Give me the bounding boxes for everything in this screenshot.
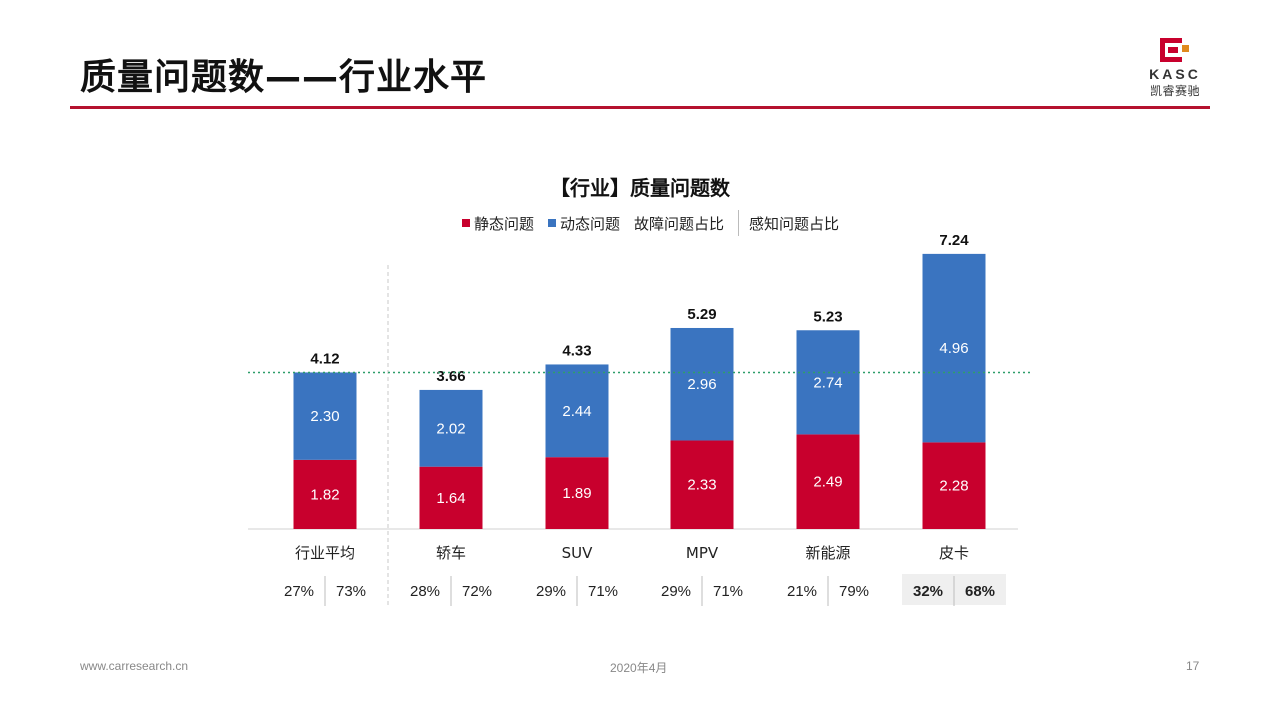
label-dynamic-1: 2.02 [436,420,465,437]
label-static-3: 2.33 [687,477,716,494]
perception-share-4: 79% [839,583,869,600]
fault-share-2: 29% [536,583,566,600]
perception-share-3: 71% [713,583,743,600]
label-dynamic-0: 2.30 [310,408,339,425]
perception-share-0: 73% [336,583,366,600]
legend-item-static: 静态问题 [462,213,534,234]
bar-static-4 [796,434,860,529]
category-label-3: MPV [686,544,719,562]
label-dynamic-3: 2.96 [687,376,716,393]
footer-page-number: 17 [1186,659,1200,673]
logo-icon [1160,38,1189,62]
fault-share-1: 28% [410,583,440,600]
category-label-2: SUV [562,544,594,562]
footer-date: 2020年4月 [610,661,668,675]
category-label-0: 行业平均 [295,544,355,562]
bar-dynamic-1 [419,389,483,467]
legend-item-fault-share: 故障问题占比 [634,213,724,234]
footer-url[interactable]: www.carresearch.cn [80,659,189,673]
bar-dynamic-0 [293,372,357,460]
legend-swatch-dynamic [548,219,557,227]
label-total-2: 4.33 [562,342,591,359]
perception-share-1: 72% [462,583,492,600]
perception-share-2: 71% [588,583,618,600]
perception-share-5: 68% [965,583,995,600]
fault-share-5: 32% [913,583,943,600]
legend-label-static: 静态问题 [474,214,535,233]
bar-static-1 [419,466,483,529]
category-label-4: 新能源 [805,544,850,562]
bar-static-3 [670,440,734,529]
bar-dynamic-5 [922,253,986,443]
legend-label-perception-share: 感知问题占比 [749,214,840,233]
bar-dynamic-3 [670,327,734,441]
category-label-5: 皮卡 [939,544,969,562]
legend-label-fault-share: 故障问题占比 [634,214,725,233]
chart-title: 【行业】质量问题数 [550,176,730,200]
fault-share-4: 21% [787,583,817,600]
label-static-0: 1.82 [310,486,339,503]
label-static-1: 1.64 [436,490,465,507]
label-total-3: 5.29 [687,306,716,323]
label-total-0: 4.12 [310,350,339,367]
label-static-2: 1.89 [562,485,591,502]
legend-swatch-static [462,219,470,227]
category-label-1: 轿车 [436,544,466,562]
bar-static-2 [545,457,609,529]
logo-chinese: 凯睿赛驰 [1149,84,1200,98]
label-dynamic-5: 4.96 [939,340,968,357]
bar-static-0 [293,459,357,529]
legend-label-dynamic: 动态问题 [560,214,621,233]
label-static-5: 2.28 [939,478,968,495]
legend-item-dynamic: 动态问题 [548,213,620,234]
bar-dynamic-4 [796,330,860,435]
bar-dynamic-2 [545,364,609,458]
legend-item-perception-share: 感知问题占比 [749,213,839,234]
label-total-5: 7.24 [939,232,969,249]
fault-share-0: 27% [284,583,314,600]
label-total-4: 5.23 [813,308,842,325]
fault-share-3: 29% [661,583,691,600]
logo: KASC 凯睿赛驰 [1138,36,1212,98]
bar-static-5 [922,442,986,529]
title-rule [70,106,1210,109]
chart-legend: 静态问题 动态问题 故障问题占比 感知问题占比 [462,210,853,236]
label-static-4: 2.49 [813,474,842,491]
label-dynamic-4: 2.74 [813,374,842,391]
logo-wordmark: KASC [1149,66,1201,82]
page-title: 质量问题数——行业水平 [80,57,488,98]
legend-separator [738,210,740,236]
label-dynamic-2: 2.44 [562,403,591,420]
label-total-1: 3.66 [436,368,465,385]
